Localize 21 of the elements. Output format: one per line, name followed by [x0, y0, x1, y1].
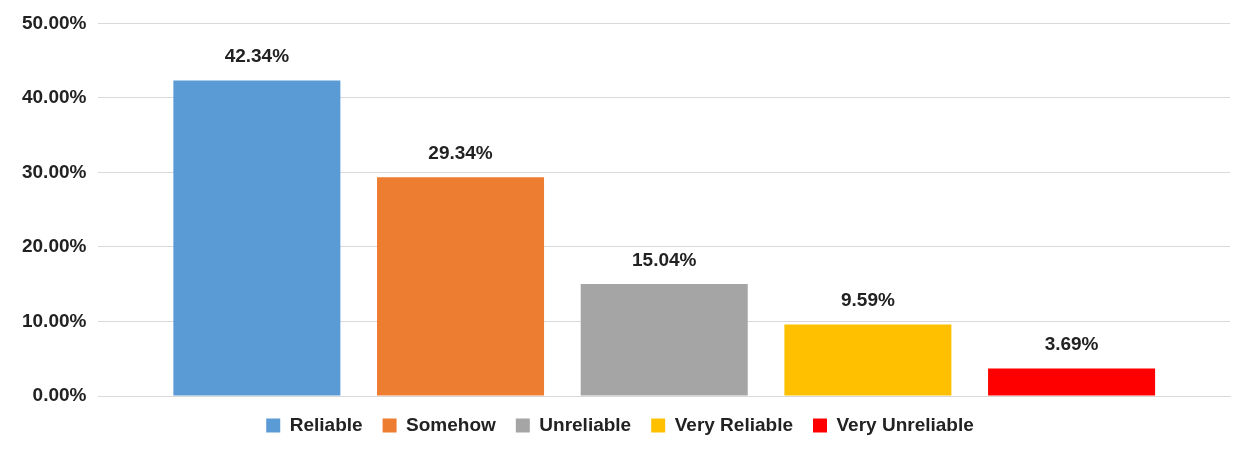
y-tick-label: 0.00% [32, 384, 87, 406]
bar [377, 177, 545, 396]
bar [173, 80, 341, 396]
y-tick-label: 50.00% [21, 11, 87, 33]
data-label: 3.69% [1044, 333, 1099, 355]
data-label: 29.34% [428, 142, 493, 164]
legend-label: Very Reliable [674, 413, 793, 435]
y-tick-label: 10.00% [21, 309, 87, 331]
legend-label: Very Unreliable [836, 413, 974, 435]
data-label: 42.34% [224, 45, 290, 67]
y-tick-label: 40.00% [21, 86, 87, 108]
legend-label: Reliable [289, 413, 363, 435]
legend-label: Unreliable [539, 413, 632, 435]
bar [784, 324, 952, 396]
bar [988, 368, 1156, 396]
data-label: 15.04% [631, 248, 697, 270]
y-tick-label: 30.00% [21, 160, 87, 182]
bar [580, 283, 748, 396]
legend-label: Somehow [406, 413, 497, 435]
data-label: 9.59% [840, 289, 895, 311]
y-tick-label: 20.00% [21, 235, 87, 257]
